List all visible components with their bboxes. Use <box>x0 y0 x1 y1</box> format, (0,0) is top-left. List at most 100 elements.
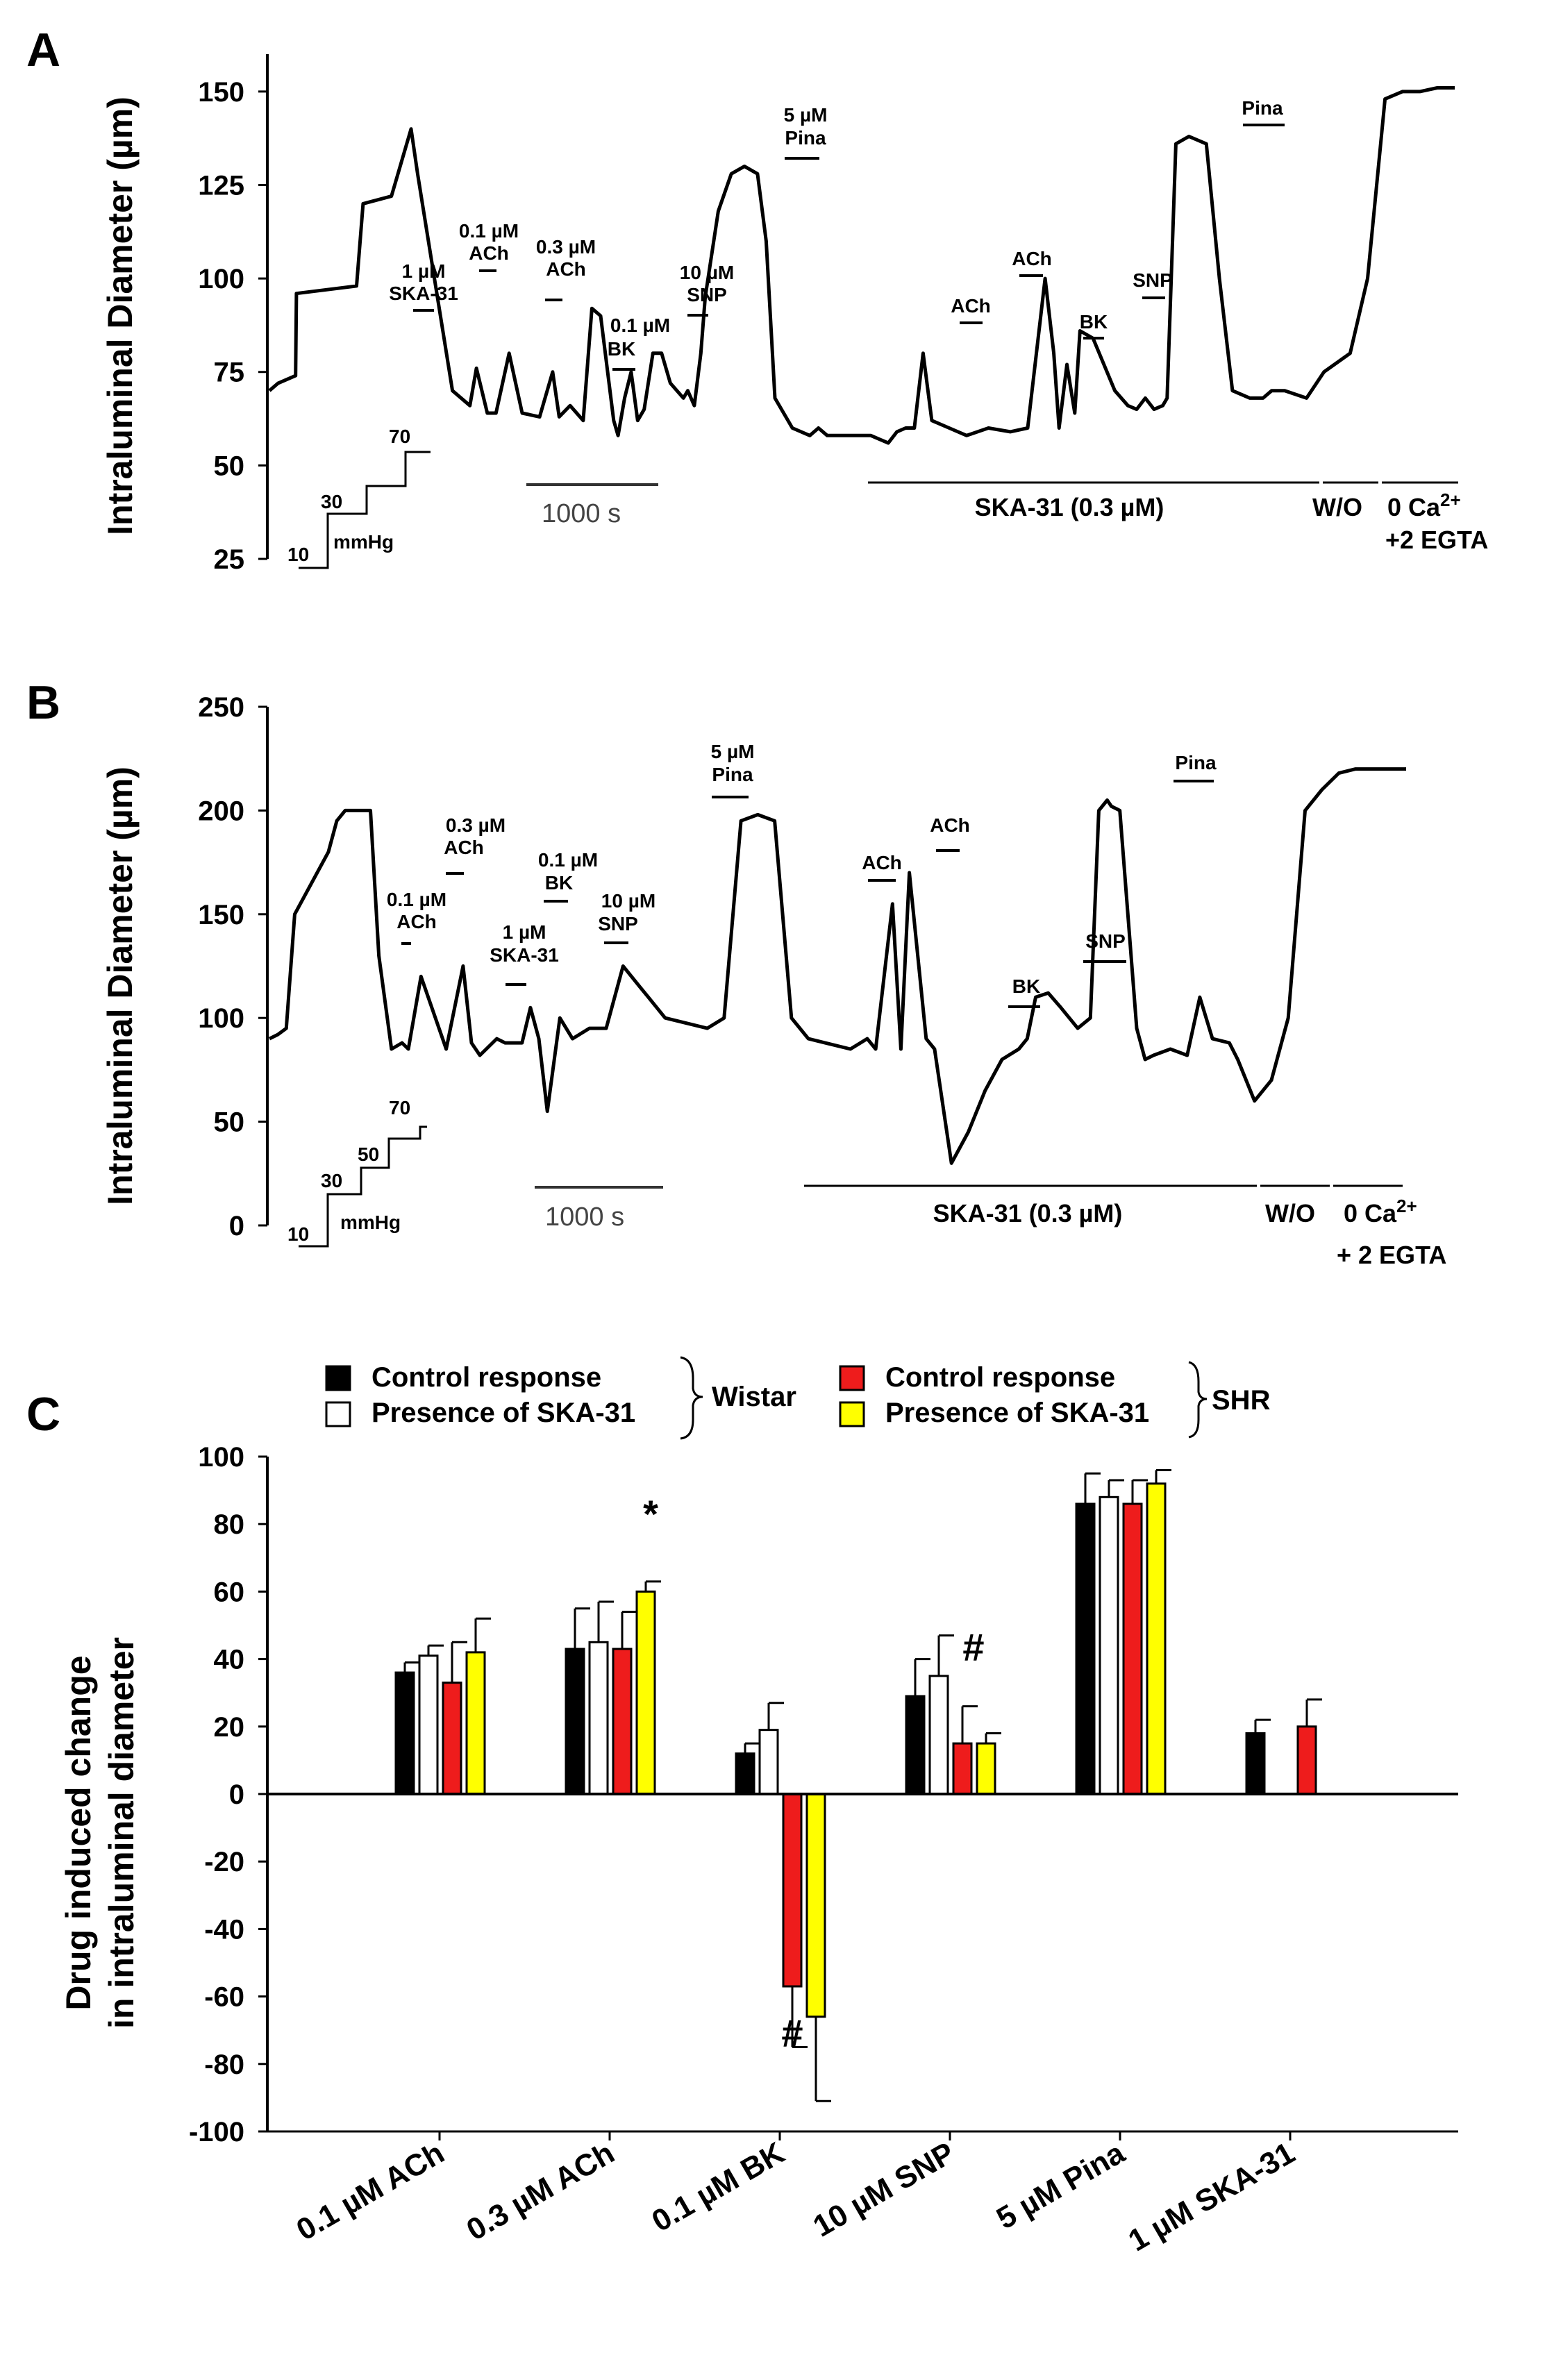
panel-c-y-axis-label-line1: Drug induced change <box>59 1655 98 2010</box>
panel-b-ach-c-label: ACh <box>930 814 970 836</box>
panel-b-snp10-drug: SNP <box>598 913 638 935</box>
panel-c-bars <box>394 1468 1322 2102</box>
bar <box>952 1742 973 1795</box>
legend-label-wistar-ska: Presence of SKA-31 <box>371 1398 635 1428</box>
legend-group-wistar: Wistar <box>712 1382 796 1412</box>
panel-b-trace <box>268 767 1406 1165</box>
panel-c-tick-label: 20 <box>214 1712 245 1743</box>
panel-a-pressure-70: 70 <box>389 426 410 447</box>
panel-c-tick-label: 60 <box>214 1577 245 1607</box>
panel-c-letter: C <box>26 1388 60 1441</box>
panel-c: C Control response Presence of SKA-31 Wi… <box>26 1356 1458 2258</box>
bar <box>394 1671 415 1795</box>
panel-b-bk-b-label: BK <box>1012 975 1040 997</box>
panel-a-calcium-free-label: 0 Ca2+ <box>1387 489 1461 521</box>
bar <box>1146 1482 1167 1795</box>
legend-brace-shr <box>1188 1361 1208 1439</box>
bar <box>442 1682 462 1795</box>
panel-b-ach03-dose: 0.3 µM <box>446 814 506 836</box>
panel-b: B Intraluminal Diameter (µm) 250 200 150 10… <box>26 676 1446 1269</box>
significance-star-ach03: * <box>643 1492 658 1536</box>
bar <box>735 1752 755 1795</box>
panel-a-pina5-drug: Pina <box>785 127 826 149</box>
bar <box>1099 1495 1119 1795</box>
panel-c-tick-label: -60 <box>204 1982 244 2013</box>
panel-b-y-ticks: 250 200 150 100 50 0 <box>198 692 267 1241</box>
panel-b-tick-label: 200 <box>198 796 244 826</box>
panel-b-tick-label: 0 <box>229 1211 244 1241</box>
panel-a-tick-label: 50 <box>214 451 245 481</box>
panel-a-ska1-dose: 1 µM <box>402 260 446 282</box>
panel-b-ach-b-label: ACh <box>862 852 902 873</box>
panel-a-tick-label: 25 <box>214 544 245 575</box>
panel-b-letter: B <box>26 676 60 729</box>
panel-b-y-axis-label: Intraluminal Diameter (µm) <box>101 766 140 1205</box>
bar <box>1296 1725 1317 1795</box>
category-label: 0.3 µM ACh <box>461 2136 620 2247</box>
panel-a-egta-label: +2 EGTA <box>1385 526 1488 554</box>
bar <box>758 1729 779 1795</box>
panel-a-snp-b-label: SNP <box>1133 269 1173 291</box>
panel-a-y-ticks: 150 125 100 75 50 25 <box>198 77 267 575</box>
panel-c-tick-label: -100 <box>189 2117 244 2147</box>
bar <box>1075 1502 1096 1795</box>
category-label: 10 µM SNP <box>808 2136 960 2243</box>
panel-b-ska1-dose: 1 µM <box>503 921 546 943</box>
legend-swatch-wistar-ska <box>325 1401 351 1427</box>
bar <box>976 1742 996 1795</box>
legend-swatch-shr-control <box>839 1365 865 1391</box>
category-label: 0.1 µM BK <box>646 2136 791 2238</box>
panel-a-ska-treatment-label: SKA-31 (0.3 µM) <box>975 493 1164 521</box>
panel-b-tick-label: 250 <box>198 692 244 723</box>
bar <box>588 1641 609 1795</box>
panel-c-tick-label: -80 <box>204 2050 244 2080</box>
panel-a-snp10-dose: 10 µM <box>680 262 734 283</box>
significance-hash-snp: # <box>962 1625 984 1669</box>
panel-b-ach01-drug: ACh <box>396 911 437 932</box>
panel-a-letter: A <box>26 24 60 76</box>
category-label: 0.1 µM ACh <box>291 2136 450 2247</box>
panel-b-pressure-unit: mmHg <box>340 1212 401 1233</box>
panel-b-pressure-10: 10 <box>287 1223 309 1245</box>
panel-b-scale-label: 1000 s <box>545 1202 624 1232</box>
legend-label-shr-control: Control response <box>885 1362 1115 1393</box>
panel-b-calcium-free-label: 0 Ca2+ <box>1344 1196 1417 1227</box>
legend: Control response Presence of SKA-31 Wist… <box>325 1356 1271 1440</box>
panel-b-washout-label: W/O <box>1265 1199 1315 1227</box>
panel-a-ach01-drug: ACh <box>469 242 509 264</box>
panel-c-category-labels: 0.1 µM ACh 0.3 µM ACh 0.1 µM BK 10 µM SNP 5 … <box>267 2130 1458 2258</box>
panel-a-ach01-dose: 0.1 µM <box>459 220 519 242</box>
bar <box>635 1590 656 1795</box>
panel-a-bk01-drug: BK <box>608 338 635 360</box>
panel-b-bk01-dose: 0.1 µM <box>538 849 598 871</box>
panel-c-tick-label: 80 <box>214 1509 245 1540</box>
significance-hash-bk: # <box>781 2011 803 2055</box>
panel-c-y-ticks: 100 80 60 40 20 0 -20 -40 -60 -80 -100 <box>189 1442 267 2147</box>
panel-a-pressure-unit: mmHg <box>333 531 394 553</box>
bar <box>565 1648 585 1795</box>
legend-swatch-wistar-control <box>325 1365 351 1391</box>
panel-a-pressure-30: 30 <box>321 491 342 512</box>
panel-a-scale-label: 1000 s <box>542 499 621 528</box>
panel-a-tick-label: 125 <box>198 170 244 201</box>
panel-b-tick-label: 150 <box>198 900 244 930</box>
bar <box>612 1648 633 1795</box>
panel-a-ach03-dose: 0.3 µM <box>536 236 596 258</box>
panel-a-washout-label: W/O <box>1312 493 1362 521</box>
panel-b-ach03-drug: ACh <box>444 837 484 858</box>
panel-b-pina5-drug: Pina <box>712 764 753 785</box>
panel-c-tick-label: 0 <box>229 1779 244 1810</box>
panel-c-tick-label: 100 <box>198 1442 244 1473</box>
panel-a: A Intraluminal Diameter (µm) 150 125 100 75… <box>26 24 1488 575</box>
panel-b-snp10-dose: 10 µM <box>601 890 655 912</box>
panel-a-ach-b-label: ACh <box>951 295 991 317</box>
panel-b-pressure-70: 70 <box>389 1097 410 1118</box>
panel-c-y-axis-label-1: Drug induced change <box>59 1655 98 2010</box>
legend-swatch-shr-ska <box>839 1401 865 1427</box>
panel-a-y-axis-label: Intraluminal Diameter (µm) <box>101 97 140 535</box>
panel-c-y-axis-label-2: in intraluminal diameter <box>102 1637 141 2029</box>
bar <box>782 1793 803 1988</box>
panel-b-snp-b-label: SNP <box>1085 930 1126 952</box>
bar <box>465 1651 486 1795</box>
